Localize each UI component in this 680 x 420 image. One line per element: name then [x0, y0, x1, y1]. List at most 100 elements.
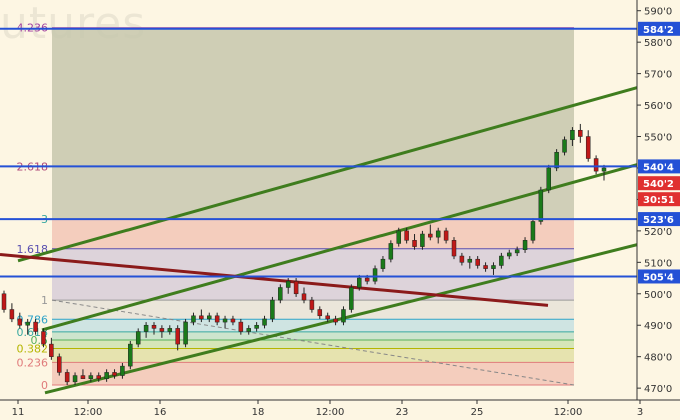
candle-body [578, 129, 583, 137]
candle-body [507, 252, 512, 257]
price-level-badge-label: 523'6 [643, 215, 674, 226]
candle-body [546, 167, 551, 191]
time-tick-label: 18 [252, 407, 265, 418]
fib-band [52, 331, 574, 341]
timer-badge [638, 192, 680, 207]
candle-body [88, 375, 94, 379]
candle-body [191, 315, 196, 323]
candle-body [372, 268, 378, 282]
candle-body [483, 265, 488, 269]
price-axis: 470'0480'0490'0500'0510'0520'0530'0540'0… [636, 0, 680, 420]
candle-body [80, 375, 86, 379]
candle-body [207, 315, 212, 320]
candle-body [341, 309, 346, 323]
candle-body [128, 343, 133, 367]
candle-body [151, 324, 157, 329]
fibonacci-fills [52, 27, 574, 385]
candle-body [120, 365, 125, 376]
price-tick-label: 560'0 [644, 101, 672, 112]
candle-body [214, 315, 220, 323]
candle-body [278, 287, 283, 301]
price-tick-label: 470'0 [644, 384, 672, 395]
price-tick-label: 580'0 [644, 38, 672, 49]
candle-body [254, 324, 259, 329]
candle-body [349, 287, 354, 310]
candle-body [33, 321, 38, 332]
trend-line-red [0, 252, 549, 307]
candle-body [388, 243, 394, 260]
price-tick-label: 510'0 [644, 258, 672, 269]
channel-upper-line [17, 84, 643, 263]
candle-body [325, 315, 330, 320]
candle-body [72, 375, 78, 383]
candle-body [514, 249, 520, 254]
candle-body [380, 258, 386, 269]
price-level-badge [638, 212, 680, 227]
fib-level-label: 0.382 [17, 343, 49, 356]
candle-body [522, 240, 528, 250]
candle-body [443, 230, 449, 241]
candle-body [554, 152, 559, 169]
fib-band [52, 166, 574, 220]
candle-body [285, 280, 291, 288]
timer-badge-label: 30:51 [643, 195, 675, 206]
candle-body [222, 318, 228, 323]
fib-level-label: 0.618 [17, 326, 49, 339]
candle-body [491, 265, 496, 269]
candle-body [1, 293, 7, 310]
price-level-badge-label: 584'2 [643, 25, 674, 36]
candle-body [49, 343, 54, 357]
candle-body [396, 230, 401, 244]
fib-band [52, 340, 574, 349]
price-tick-label: 490'0 [644, 321, 672, 332]
price-tick-label: 590'0 [644, 7, 672, 18]
candle-body [9, 309, 15, 320]
price-tick-label: 520'0 [644, 227, 672, 238]
candle-body [238, 321, 244, 332]
candle-body [601, 167, 607, 172]
candle-body [167, 328, 173, 332]
price-level-badge [638, 21, 680, 36]
time-tick-label: 11 [12, 407, 25, 418]
fib-band [52, 248, 574, 301]
price-tick-label: 550'0 [644, 133, 672, 144]
candles [1, 123, 607, 385]
fib-level-label: 0.786 [17, 313, 49, 326]
candle-body [25, 321, 30, 326]
candle-body [530, 221, 536, 241]
candle-body [64, 372, 70, 383]
fib-level-label: 0 [41, 379, 48, 392]
candle-body [435, 230, 441, 238]
candle-body [570, 129, 575, 140]
candle-body [420, 233, 425, 247]
candle-body [412, 240, 417, 247]
time-tick-label: 25 [471, 407, 484, 418]
candle-body [459, 255, 465, 263]
horizontal-price-levels [0, 27, 637, 278]
candle-body [593, 158, 599, 172]
candle-body [364, 277, 370, 282]
fib-level-label: 1 [41, 294, 48, 307]
candle-body [183, 321, 188, 345]
candle-body [143, 324, 149, 332]
candle-body [17, 318, 23, 326]
price-level-badge [638, 159, 680, 174]
candle-body [301, 293, 307, 301]
candle-body [499, 255, 504, 266]
candle-body [293, 280, 299, 295]
time-axis: 11 12:00 16 18 12:00 23 25 12:00 3 [0, 399, 680, 420]
candle-body [135, 331, 141, 345]
price-level-badge-label: 505'4 [643, 272, 674, 283]
time-tick-label: 12:00 [554, 407, 583, 418]
time-tick-label: 12:00 [316, 407, 345, 418]
time-axis-bg [0, 400, 680, 420]
candle-body [475, 258, 480, 266]
candle-body [159, 328, 165, 332]
fib-band [52, 362, 574, 385]
candle-body [175, 328, 180, 345]
fib-band [52, 27, 574, 167]
time-tick-label: 3 [637, 407, 643, 418]
candle-body [199, 315, 204, 320]
